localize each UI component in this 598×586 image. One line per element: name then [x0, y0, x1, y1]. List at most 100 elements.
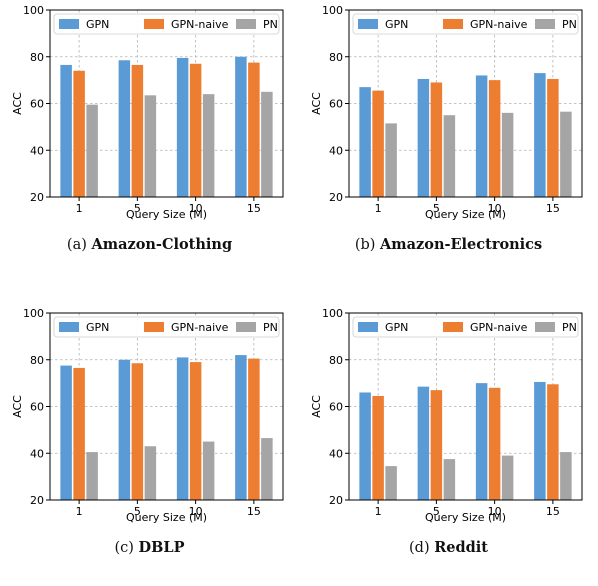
bar-gpn-5	[417, 386, 430, 500]
bar-gpn-1	[60, 365, 72, 500]
bar-gpn-naive-15	[248, 62, 260, 197]
bar-gpn-1	[359, 87, 371, 197]
legend-label-pn: PN	[562, 18, 577, 31]
grid-lines	[50, 9, 283, 198]
legend-label-gpn: GPN	[385, 321, 408, 334]
bar-pn-15	[261, 91, 273, 197]
legend-label-pn: PN	[263, 18, 278, 31]
legend-label-pn: PN	[562, 321, 577, 334]
bar-pn-1	[385, 466, 397, 500]
legend-label-gpn-naive: GPN-naive	[470, 321, 528, 334]
bar-gpn-naive-10	[488, 80, 501, 197]
legend-swatch-gpn-naive	[144, 19, 164, 29]
legend: GPN GPN-naive PN	[53, 13, 280, 35]
legend-swatch-gpn-naive	[144, 322, 164, 332]
caption-prefix: (d)	[409, 540, 430, 556]
caption-prefix: (a)	[66, 237, 87, 253]
bar-pn-5	[144, 446, 157, 500]
caption-title: Amazon-Electronics	[380, 236, 543, 253]
bar-gpn-15	[235, 355, 247, 500]
legend-swatch-pn	[535, 322, 555, 332]
y-tick-label: 100	[23, 307, 44, 320]
x-tick-label: 10	[189, 202, 203, 215]
legend-swatch-pn	[535, 19, 555, 29]
chart-panel-dblp: 20 40 60 80 100 1 5 10 15 Query Size (M) ACC GPN GPN…	[0, 303, 299, 586]
y-tick-label: 20	[329, 494, 343, 507]
x-tick-label: 1	[375, 202, 382, 215]
y-axis-label: ACC	[310, 395, 323, 418]
y-axis-label: ACC	[310, 92, 323, 115]
bar-pn-15	[560, 111, 572, 197]
legend: GPN GPN-naive PN	[352, 13, 579, 35]
legend: GPN GPN-naive PN	[352, 316, 579, 338]
bar-gpn-5	[417, 78, 430, 197]
grid-lines	[349, 312, 582, 501]
bar-pn-5	[443, 115, 456, 197]
y-axis-label: ACC	[11, 395, 24, 418]
y-tick-label: 60	[329, 401, 343, 414]
chart-panel-amazon-electronics: 20 40 60 80 100 1 5 10 15 Query Size (M) ACC GPN GPN…	[299, 0, 598, 283]
bar-gpn-10	[475, 75, 488, 197]
bar-pn-15	[261, 438, 273, 500]
caption-title: DBLP	[138, 539, 185, 556]
x-tick-label: 1	[375, 505, 382, 518]
y-tick-label: 80	[30, 51, 44, 64]
legend-swatch-gpn	[59, 19, 79, 29]
y-tick-label: 80	[329, 51, 343, 64]
y-tick-label: 20	[30, 191, 44, 204]
bar-gpn-1	[60, 64, 72, 198]
bars	[359, 73, 572, 197]
legend-label-gpn: GPN	[86, 18, 109, 31]
y-tick-label: 40	[329, 144, 343, 157]
x-tick-label: 15	[546, 505, 560, 518]
y-axis-label: ACC	[11, 92, 24, 115]
bar-pn-10	[202, 441, 215, 500]
y-tick-label: 100	[23, 4, 44, 17]
bar-gpn-10	[475, 383, 488, 500]
bar-gpn-15	[235, 56, 247, 197]
bar-pn-10	[501, 112, 514, 197]
bar-gpn-15	[534, 381, 546, 500]
y-tick-label: 20	[329, 191, 343, 204]
x-tick-label: 10	[189, 505, 203, 518]
grid-lines	[349, 9, 582, 198]
legend-label-gpn-naive: GPN-naive	[171, 18, 229, 31]
bar-gpn-10	[176, 57, 189, 198]
y-tick-label: 40	[30, 144, 44, 157]
legend-swatch-gpn-naive	[443, 322, 463, 332]
y-tick-label: 100	[322, 307, 343, 320]
legend-box	[53, 13, 280, 35]
legend-swatch-pn	[236, 322, 256, 332]
bar-gpn-15	[534, 73, 546, 197]
y-tick-label: 20	[30, 494, 44, 507]
y-tick-label: 60	[30, 401, 44, 414]
legend-label-gpn-naive: GPN-naive	[470, 18, 528, 31]
bar-gpn-naive-15	[547, 384, 559, 500]
bar-gpn-naive-5	[430, 390, 443, 500]
x-tick-label: 10	[488, 505, 502, 518]
bar-gpn-10	[176, 357, 189, 500]
bar-pn-10	[202, 94, 215, 197]
legend-swatch-gpn	[358, 19, 378, 29]
x-tick-label: 15	[247, 202, 261, 215]
bar-gpn-5	[118, 359, 131, 500]
bar-gpn-naive-10	[189, 362, 202, 500]
bar-pn-15	[560, 452, 572, 500]
caption-title: Reddit	[434, 539, 488, 556]
bar-pn-1	[385, 123, 397, 197]
bar-gpn-1	[359, 392, 371, 500]
y-tick-label: 60	[329, 98, 343, 111]
legend-box	[352, 316, 579, 338]
chart-caption: (c) DBLP	[0, 539, 299, 556]
chart-caption: (b) Amazon-Electronics	[299, 236, 598, 253]
x-tick-label: 5	[134, 505, 141, 518]
legend-swatch-gpn	[358, 322, 378, 332]
legend-box	[352, 13, 579, 35]
bar-gpn-naive-5	[131, 64, 144, 198]
bar-pn-5	[443, 459, 456, 500]
legend-swatch-gpn	[59, 322, 79, 332]
legend-box	[53, 316, 280, 338]
